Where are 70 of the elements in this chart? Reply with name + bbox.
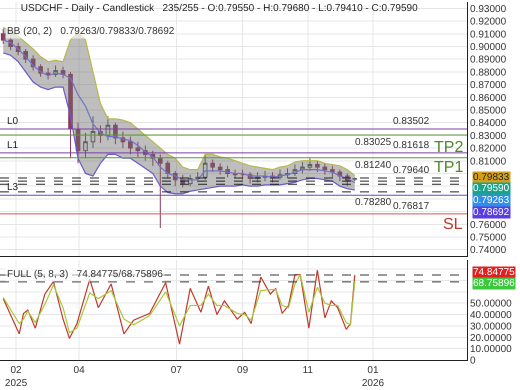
- y-tick-label: 0.83000: [470, 130, 507, 142]
- y-tick-label: 0.74000: [470, 245, 507, 256]
- annotation: SL: [443, 216, 463, 233]
- y-tick-label: 0.84000: [470, 118, 507, 130]
- y-tick-label: 20.00000: [470, 332, 512, 344]
- candlestick: [83, 132, 88, 159]
- text: 0.79833: [473, 172, 510, 183]
- y-tick-label: 0.92000: [470, 16, 507, 28]
- line-series: [2, 270, 356, 345]
- y-tick-label: 0.86000: [470, 92, 507, 104]
- candlestick: [76, 122, 80, 164]
- y-tick-label: 30.00000: [470, 321, 512, 332]
- text: 0.79263: [473, 195, 510, 206]
- candlestick: [218, 162, 222, 176]
- candlestick: [240, 169, 245, 180]
- y-tick-label: 0.90000: [470, 42, 507, 53]
- candlestick: [60, 66, 66, 79]
- text: 0.78692: [473, 207, 510, 218]
- annotation: L0: [7, 116, 19, 127]
- annotation: TP1: [434, 159, 464, 176]
- y-tick-label: 0.87000: [470, 80, 507, 92]
- x-tick-label: 02 2025: [4, 365, 28, 389]
- candlestick: [0, 28, 6, 44]
- ref-line-label: 0.78280: [355, 197, 392, 208]
- ref-line-label: 0.81240: [355, 160, 392, 171]
- y-tick-label: 0.82000: [470, 144, 507, 155]
- candlestick: [352, 177, 358, 182]
- candlestick: [338, 169, 342, 182]
- y-tick-label: 0: [470, 356, 476, 366]
- ref-line-label: 0.76817: [393, 201, 430, 212]
- candlestick: [158, 154, 163, 229]
- ref-line-label: 0.81618: [393, 140, 430, 151]
- y-tick-label: 0.85000: [470, 105, 507, 116]
- ref-line-label: 0.79640: [393, 165, 430, 176]
- annotation: BB (20, 2) 0.79263/0.79833/0.78692: [7, 26, 175, 37]
- line-series: [2, 52, 356, 194]
- y-tick-label: 50.00000: [470, 298, 512, 310]
- y-tick-label: 0.76000: [470, 220, 507, 231]
- candlestick: [322, 162, 328, 176]
- candlestick: [308, 158, 312, 172]
- text: 0.79590: [473, 183, 510, 194]
- candlestick: [136, 141, 140, 158]
- y-tick-label: 10.00000: [470, 344, 512, 356]
- candlestick: [128, 136, 133, 155]
- annotation: TP2: [434, 139, 464, 156]
- x-tick-label: 01 2026: [362, 365, 385, 389]
- x-tick-label: 07: [170, 365, 182, 376]
- y-tick-label: 0.81000: [470, 156, 507, 168]
- y-tick-label: 0.93000: [470, 4, 507, 15]
- annotation: L1: [7, 140, 19, 151]
- y-tick-label: 0.89000: [470, 54, 507, 66]
- candlestick: [315, 160, 320, 173]
- text: 74.84775: [473, 267, 516, 278]
- y-tick-label: 0.91000: [470, 29, 507, 40]
- candlestick: [330, 165, 335, 178]
- x-tick-label: 09: [237, 365, 249, 376]
- y-tick-label: 40.00000: [470, 310, 512, 322]
- text: 68.75896: [473, 278, 516, 289]
- annotation: L3: [7, 182, 19, 193]
- x-tick-label: 11: [302, 365, 314, 376]
- y-tick-label: 0.75000: [470, 232, 507, 244]
- x-tick-label: 04: [74, 365, 86, 376]
- ref-line-label: 0.83025: [355, 137, 392, 148]
- annotation: FULL (5, 8, 3) 74.84775/68.75896: [7, 269, 164, 280]
- candlestick: [46, 68, 50, 80]
- ref-line-label: 0.83502: [393, 116, 430, 127]
- y-tick-label: 0.88000: [470, 67, 507, 78]
- chart-title: USDCHF - Daily - Candlestick 235/255 - O:0.79550 - H:0.79680 - L:0.79410 - C:0.79590: [20, 2, 418, 14]
- candlestick: [90, 116, 96, 149]
- candlestick: [210, 158, 215, 173]
